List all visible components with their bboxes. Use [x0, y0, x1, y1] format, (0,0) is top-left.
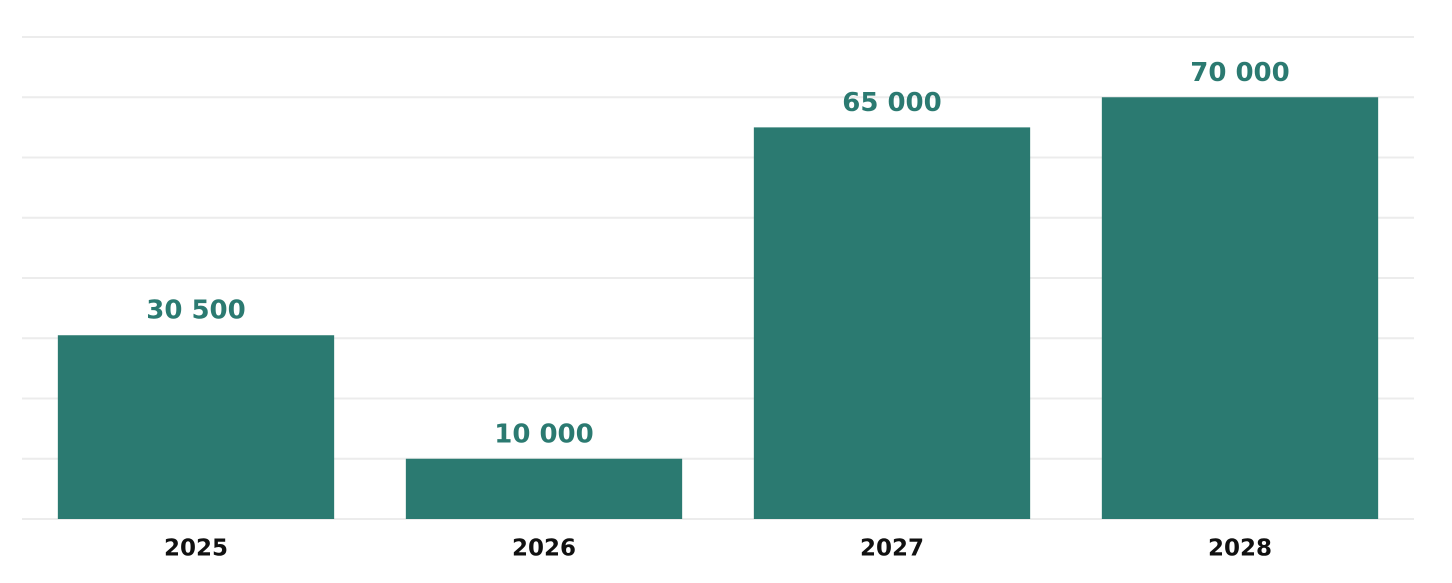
bar: [57, 335, 335, 519]
bar: [753, 127, 1031, 519]
value-label: 70 000: [1190, 58, 1290, 88]
bar: [1101, 97, 1379, 519]
bar: [405, 458, 683, 519]
value-label: 30 500: [146, 296, 246, 326]
x-tick-label: 2028: [1208, 536, 1272, 562]
x-tick-label: 2026: [512, 536, 576, 562]
x-tick-label: 2027: [860, 536, 924, 562]
value-label: 10 000: [494, 419, 594, 449]
value-label: 65 000: [842, 88, 942, 118]
x-tick-label: 2025: [164, 536, 228, 562]
